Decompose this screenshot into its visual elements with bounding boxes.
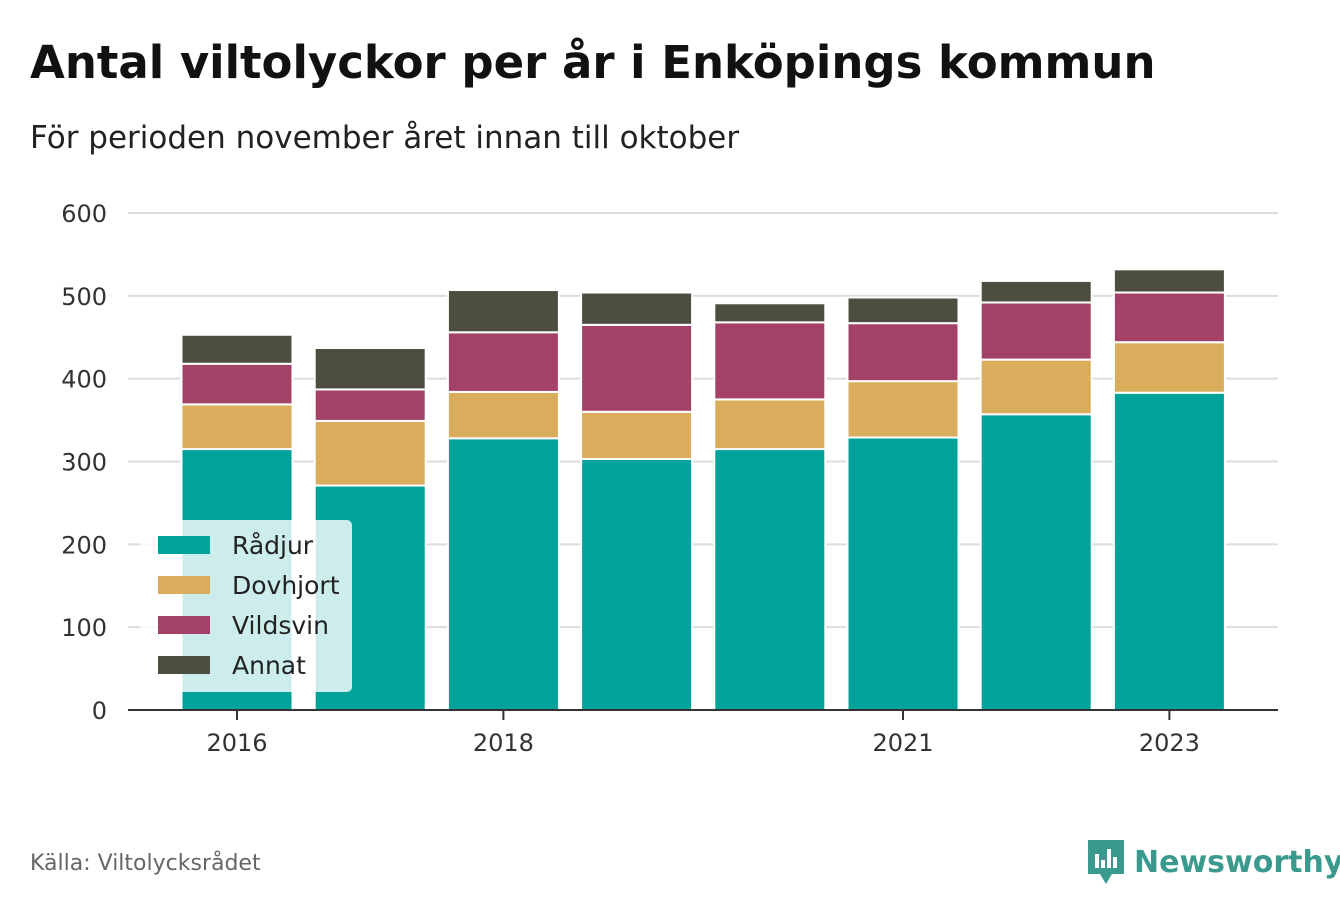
bar-segment bbox=[1112, 391, 1226, 711]
bar-stack bbox=[846, 296, 960, 711]
chart-subtitle: För perioden november året innan till ok… bbox=[30, 120, 740, 156]
legend-box bbox=[140, 520, 352, 692]
bar-segment bbox=[713, 398, 827, 451]
y-tick-label: 500 bbox=[61, 283, 107, 311]
legend-label: Rådjur bbox=[232, 531, 314, 560]
y-tick-label: 200 bbox=[61, 531, 107, 559]
brand-logo[interactable]: Newsworthy bbox=[1088, 840, 1340, 884]
newsworthy-logo-icon bbox=[1088, 840, 1124, 884]
bar-segment bbox=[713, 321, 827, 401]
x-tick-label: 2021 bbox=[872, 729, 933, 757]
bar-stack bbox=[446, 289, 560, 711]
bar-segment bbox=[180, 403, 294, 451]
y-tick-label: 600 bbox=[61, 200, 107, 228]
legend-label: Vildsvin bbox=[232, 611, 329, 640]
bar-segment bbox=[580, 458, 694, 712]
x-axis-ticks: 2016 2018 2021 2023 bbox=[206, 710, 1200, 757]
bar-segment bbox=[180, 362, 294, 406]
bar-segment bbox=[979, 358, 1093, 416]
bar-stack bbox=[979, 279, 1093, 711]
bar-segment bbox=[979, 279, 1093, 304]
bar-segment bbox=[1112, 268, 1226, 294]
y-axis-tick-labels: 0 100 200 300 400 500 600 bbox=[61, 200, 107, 725]
bar-segment bbox=[1112, 341, 1226, 394]
bar-segment bbox=[180, 333, 294, 365]
legend-swatch bbox=[158, 656, 210, 674]
bar-segment bbox=[580, 323, 694, 413]
source-note: Källa: Viltolycksrådet bbox=[30, 851, 261, 876]
x-tick-label: 2018 bbox=[473, 729, 534, 757]
bar-segment bbox=[979, 413, 1093, 711]
bar-segment bbox=[446, 331, 560, 393]
bar-segment bbox=[446, 390, 560, 440]
bar-segment bbox=[713, 448, 827, 711]
bar-segment bbox=[580, 291, 694, 326]
bar-stack bbox=[713, 302, 827, 711]
legend-swatch bbox=[158, 536, 210, 554]
y-tick-label: 100 bbox=[61, 614, 107, 642]
brand-name: Newsworthy bbox=[1134, 844, 1340, 880]
bar-segment bbox=[580, 410, 694, 461]
legend-swatch bbox=[158, 576, 210, 594]
y-tick-label: 400 bbox=[61, 366, 107, 394]
legend: Rådjur Dovhjort Vildsvin Annat bbox=[140, 520, 352, 692]
x-tick-label: 2016 bbox=[206, 729, 267, 757]
bar-segment bbox=[446, 289, 560, 334]
legend-swatch bbox=[158, 616, 210, 634]
bar-stack bbox=[580, 291, 694, 712]
x-tick-label: 2023 bbox=[1139, 729, 1200, 757]
bar-segment bbox=[713, 302, 827, 324]
bar-segment bbox=[1112, 291, 1226, 344]
bar-segment bbox=[846, 296, 960, 325]
bar-segment bbox=[446, 437, 560, 711]
y-tick-label: 0 bbox=[92, 697, 107, 725]
bar-segment bbox=[313, 388, 427, 422]
bar-segment bbox=[846, 322, 960, 383]
bar-segment bbox=[313, 419, 427, 487]
legend-label: Dovhjort bbox=[232, 571, 340, 600]
bar-segment bbox=[313, 347, 427, 391]
legend-label: Annat bbox=[232, 651, 306, 680]
bar-segment bbox=[846, 436, 960, 711]
bar-stack bbox=[1112, 268, 1226, 711]
chart-title: Antal viltolyckor per år i Enköpings kom… bbox=[30, 36, 1156, 89]
bar-segment bbox=[979, 301, 1093, 361]
bar-segment bbox=[846, 380, 960, 439]
y-tick-label: 300 bbox=[61, 449, 107, 477]
